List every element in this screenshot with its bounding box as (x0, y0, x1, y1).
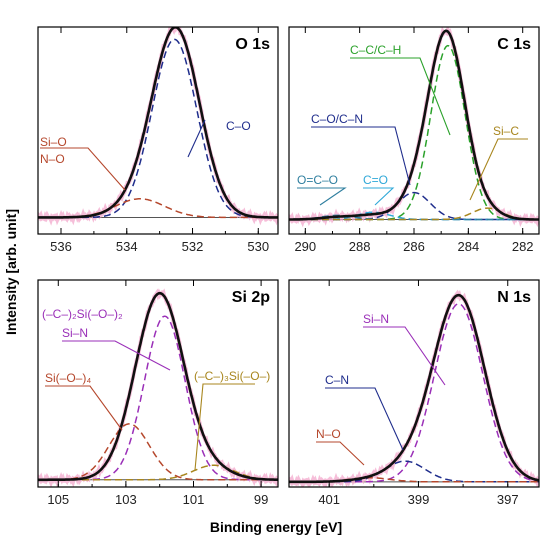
annotation-leader (325, 387, 404, 451)
panel-title: Si 2p (232, 289, 270, 306)
annotation-leader (350, 57, 451, 136)
envelope-fit (38, 291, 278, 482)
x-tick-label: 105 (47, 492, 69, 507)
component-peak-0 (289, 303, 539, 483)
annotation-leader (363, 326, 446, 386)
annotation-label: (–C–)₂Si(–O–)₂ (42, 307, 123, 321)
component-peak-1 (38, 198, 278, 219)
panel-frame (37, 279, 279, 488)
panel-si-2p: 105 103 101 99 Si 2p (–C–)₂Si(–O–)₂ Si–N Si(–O–… (37, 279, 279, 507)
envelope-fit (289, 293, 539, 484)
plot-area (38, 27, 278, 226)
annotation-label: C–N (325, 373, 349, 387)
measured-data (289, 289, 539, 487)
annotation-label: N–O (316, 427, 341, 441)
envelope-fit (289, 29, 539, 221)
annotation-label: Si–C (493, 124, 519, 138)
annotation-label: Si–N (62, 326, 88, 340)
annotation-leader (45, 385, 123, 431)
component-peak-2 (289, 476, 539, 483)
envelope-fit (38, 27, 278, 219)
x-axis-label: Binding energy [eV] (210, 519, 342, 535)
x-tick-label: 536 (50, 239, 72, 254)
x-tick-label: 101 (183, 492, 205, 507)
x-tick-label: 401 (318, 492, 340, 507)
panel-title: C 1s (497, 36, 531, 53)
annotation-leader (316, 441, 365, 466)
panel-n-1s: 401 399 397 N 1s Si–N C–N N–O (288, 279, 540, 507)
annotation-leader (363, 187, 395, 206)
component-peak-0 (289, 44, 539, 221)
x-tick-label: 288 (349, 239, 371, 254)
y-axis-label: Intensity [arb. unit] (3, 209, 19, 335)
annotation-leader (311, 126, 411, 186)
x-tick-label: 284 (457, 239, 479, 254)
x-tick-label: 534 (116, 239, 138, 254)
x-tick-label: 290 (294, 239, 316, 254)
annotation-label: Si–N (363, 312, 389, 326)
annotation-leader (469, 138, 528, 201)
component-peak-1 (38, 423, 278, 481)
plot-area (289, 27, 539, 228)
annotation-leader (62, 340, 171, 371)
x-tick-label: 282 (512, 239, 534, 254)
annotation-label: C=O (363, 173, 388, 187)
x-tick-label: 399 (408, 492, 430, 507)
x-tick-label: 530 (247, 239, 269, 254)
annotation-leader (297, 187, 347, 206)
annotation-leader (194, 383, 255, 471)
component-peak-0 (38, 315, 278, 481)
x-tick-label: 532 (182, 239, 204, 254)
annotation-leader (187, 119, 206, 158)
measured-data (38, 288, 278, 487)
x-tick-label: 99 (254, 492, 268, 507)
annotation-label: N–O (40, 152, 65, 166)
x-tick-label: 397 (497, 492, 519, 507)
panel-o-1s: 536 534 532 530 O 1s C–O Si–O N–O (37, 26, 279, 254)
annotation-label: (–C–)₃Si(–O–) (194, 369, 270, 383)
panel-frame (288, 279, 540, 488)
annotation-leader (40, 147, 126, 191)
annotation-label: O=C–O (297, 173, 338, 187)
panel-title: N 1s (497, 289, 531, 306)
panel-title: O 1s (235, 36, 270, 53)
plot-area (289, 289, 539, 487)
annotation-label: C–C/C–H (350, 43, 401, 57)
annotation-label: Si–O (40, 135, 67, 149)
x-tick-label: 103 (115, 492, 137, 507)
annotation-label: C–O (226, 119, 251, 133)
x-tick-label: 286 (403, 239, 425, 254)
annotation-label: Si(–O–)₄ (45, 371, 91, 385)
annotation-label: C–O/C–N (311, 112, 363, 126)
panel-frame (37, 26, 279, 235)
component-peak-1 (289, 460, 539, 483)
panel-c-1s: 290 288 286 284 282 C 1s C–C/C–H C–O/C–N O=C–O C=… (288, 26, 540, 254)
panels: 536 534 532 530 O 1s C–O Si–O N–O 290 288 286 284 28… (37, 26, 540, 507)
plot-area (38, 288, 278, 487)
